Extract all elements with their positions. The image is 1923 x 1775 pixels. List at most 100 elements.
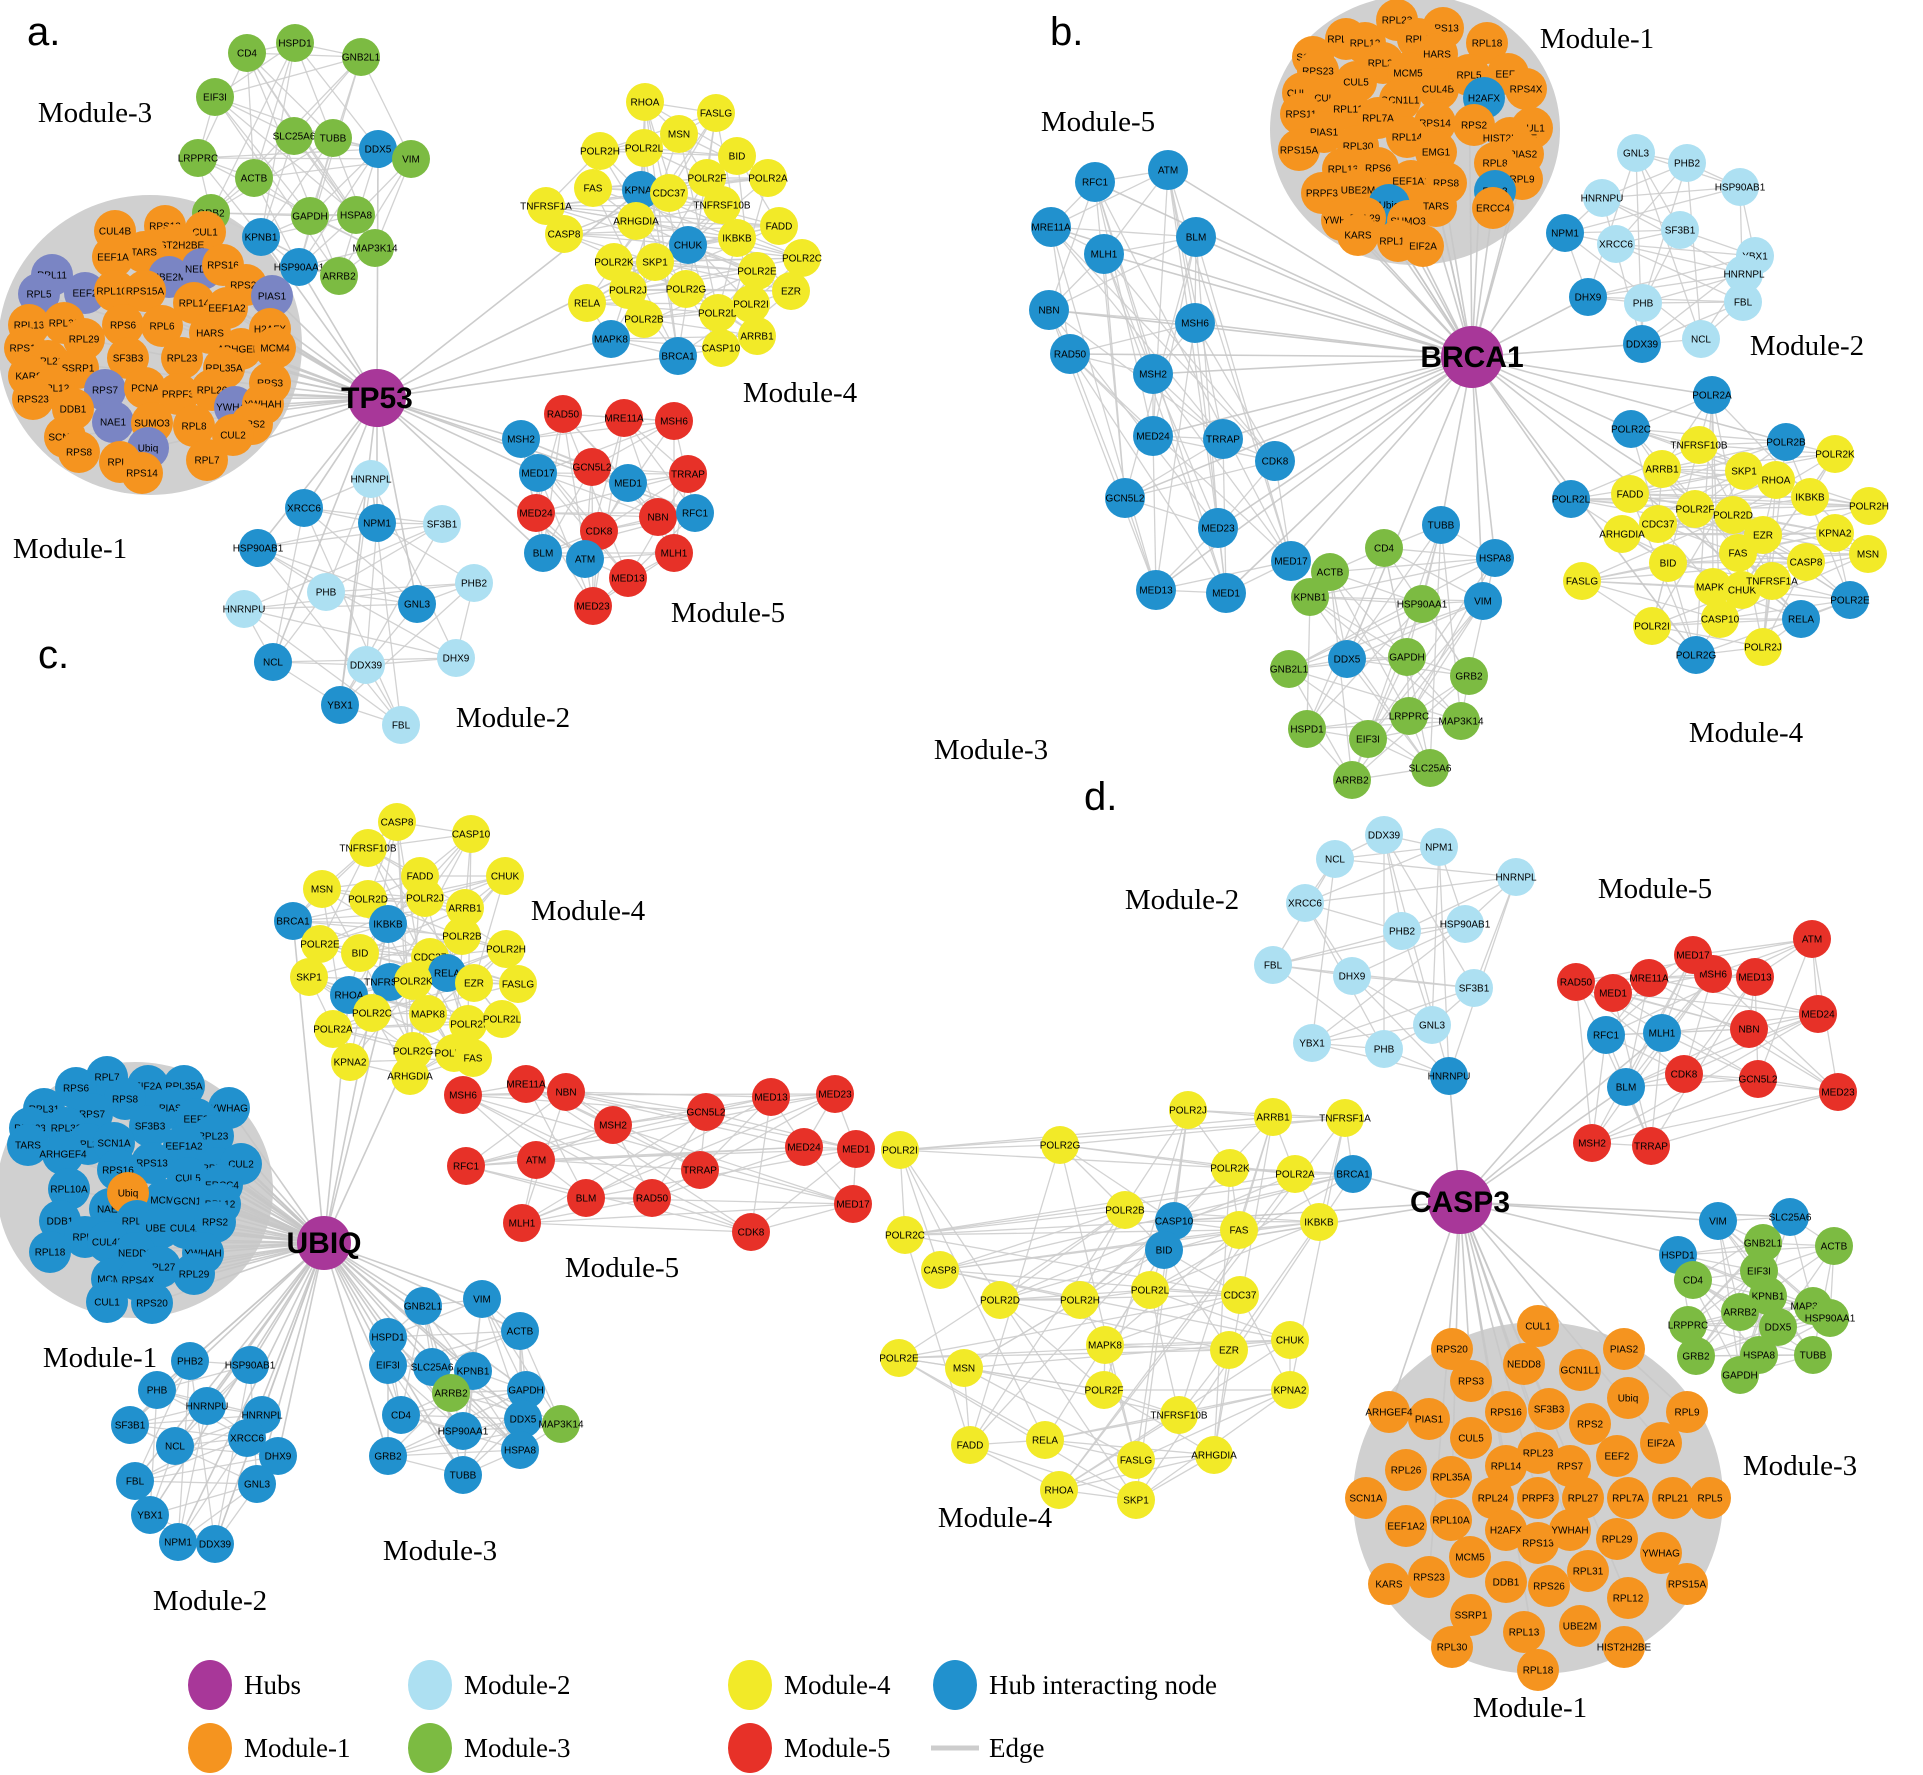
gene-node-circle-VIM[interactable] <box>1464 582 1502 620</box>
gene-node[interactable]: MLH1 <box>503 1204 541 1242</box>
gene-node[interactable]: VIM <box>463 1280 501 1318</box>
gene-node[interactable]: MCM5 <box>1449 1536 1491 1578</box>
gene-node[interactable]: MAPK8 <box>1694 568 1732 606</box>
gene-node-circle-FBL[interactable] <box>382 706 420 744</box>
gene-node[interactable]: BID <box>1649 544 1687 582</box>
gene-node-circle-POLR2F[interactable] <box>1085 1371 1123 1409</box>
gene-node-circle-RPS13[interactable] <box>1517 1522 1559 1564</box>
gene-node[interactable]: MLH1 <box>1643 1014 1681 1052</box>
gene-node[interactable]: HARS <box>189 312 231 354</box>
hub-node[interactable]: UBIQ <box>287 1216 362 1270</box>
gene-node-circle-FASLG[interactable] <box>1563 562 1601 600</box>
gene-node[interactable]: FBL <box>1724 283 1762 321</box>
gene-node-circle-GCN1L1[interactable] <box>1559 1349 1601 1391</box>
gene-node[interactable]: GRB2 <box>1677 1337 1715 1375</box>
gene-node-circle-UBE2M[interactable] <box>1559 1605 1601 1647</box>
gene-node[interactable]: SLC25A6 <box>273 117 316 155</box>
gene-node[interactable]: KPNA2 <box>1816 514 1854 552</box>
gene-node[interactable]: GNL3 <box>238 1465 276 1503</box>
gene-node-circle-NCL[interactable] <box>156 1427 194 1465</box>
gene-node[interactable]: GCN5L2 <box>687 1093 726 1131</box>
gene-node-circle-TNFRSF10B[interactable] <box>349 829 387 867</box>
gene-node-circle-FASLG[interactable] <box>499 965 537 1003</box>
gene-node-circle-HIST2H2BE[interactable] <box>1603 1626 1645 1668</box>
gene-node[interactable]: MAPK8 <box>592 320 630 358</box>
gene-node-circle-POLR2L[interactable] <box>483 1000 521 1038</box>
gene-node-circle-RAD50[interactable] <box>1557 963 1595 1001</box>
gene-node[interactable]: BRCA1 <box>274 902 312 940</box>
gene-node[interactable]: NCL <box>1316 840 1354 878</box>
gene-node-circle-CASP8[interactable] <box>921 1251 959 1289</box>
gene-node[interactable]: TNFRSF10B <box>1150 1396 1208 1434</box>
gene-node-circle-POLR2C[interactable] <box>353 994 391 1032</box>
gene-node-circle-RPS13[interactable] <box>131 1142 173 1184</box>
gene-node-circle-HNRNPL[interactable] <box>1725 255 1763 293</box>
gene-node-circle-SKP1[interactable] <box>290 958 328 996</box>
gene-node-circle-TARS[interactable] <box>7 1124 49 1166</box>
gene-node-circle-RELA[interactable] <box>1782 600 1820 638</box>
gene-node-circle-MSN[interactable] <box>303 870 341 908</box>
gene-node[interactable]: RPL12 <box>1607 1577 1649 1619</box>
gene-node-circle-TRRAP[interactable] <box>1203 419 1243 459</box>
gene-node[interactable]: PCNA <box>124 367 166 409</box>
gene-node-circle-RPS23[interactable] <box>12 378 54 420</box>
gene-node-circle-RPS3[interactable] <box>1450 1360 1492 1402</box>
gene-node[interactable]: BRCA1 <box>1334 1155 1372 1193</box>
gene-node-circle-MSN[interactable] <box>660 115 698 153</box>
gene-node[interactable]: MRE11A <box>506 1065 546 1103</box>
gene-node[interactable]: RPS20 <box>131 1282 173 1324</box>
gene-node-circle-POLR2A[interactable] <box>314 1010 352 1048</box>
gene-node-circle-HSPD1[interactable] <box>1288 710 1326 748</box>
gene-node-circle-GAPDH[interactable] <box>291 197 329 235</box>
gene-node-circle-ARHGDIA[interactable] <box>1603 515 1641 553</box>
gene-node[interactable]: HSP90AA1 <box>438 1412 489 1450</box>
gene-node-circle-CHUK[interactable] <box>669 226 707 264</box>
gene-node-circle-RPS4X[interactable] <box>1505 68 1547 110</box>
gene-node[interactable]: HSP90AA1 <box>274 248 325 286</box>
gene-node-circle-FAS[interactable] <box>574 169 612 207</box>
gene-node-circle-FADD[interactable] <box>760 207 798 245</box>
gene-node[interactable]: HNRNPU <box>1581 179 1624 217</box>
gene-node-circle-ERCC4[interactable] <box>1472 187 1514 229</box>
gene-node-circle-RPL10A[interactable] <box>48 1168 90 1210</box>
gene-node-circle-HSPA8[interactable] <box>1476 539 1514 577</box>
gene-node[interactable]: EIF2A <box>1402 225 1444 267</box>
gene-node[interactable]: POLR2G <box>1040 1126 1081 1164</box>
gene-node[interactable]: HSP90AA1 <box>1805 1299 1856 1337</box>
gene-node-circle-CASP10[interactable] <box>1701 600 1739 638</box>
gene-node-circle-CHUK[interactable] <box>486 857 524 895</box>
gene-node[interactable]: SF3B3 <box>1528 1388 1570 1430</box>
gene-node-circle-RPL35A[interactable] <box>1430 1456 1472 1498</box>
gene-node[interactable]: MED23 <box>816 1075 854 1113</box>
gene-node[interactable]: POLR2G <box>1676 636 1717 674</box>
gene-node-circle-Ubiq[interactable] <box>1607 1377 1649 1419</box>
gene-node[interactable]: DHX9 <box>437 639 475 677</box>
gene-node[interactable]: MSH2 <box>594 1106 632 1144</box>
gene-node[interactable]: TUBB <box>1422 506 1460 544</box>
gene-node[interactable]: MED17 <box>1271 541 1311 581</box>
gene-node-circle-H2AFX[interactable] <box>1485 1509 1527 1551</box>
gene-node-circle-RFC1[interactable] <box>447 1147 485 1185</box>
gene-node-circle-POLR2D[interactable] <box>699 294 737 332</box>
gene-node[interactable]: PHB <box>1365 1030 1403 1068</box>
gene-node-circle-MSH2[interactable] <box>594 1106 632 1144</box>
gene-node[interactable]: KPNA2 <box>331 1043 369 1081</box>
gene-node[interactable]: YBX1 <box>321 686 359 724</box>
gene-node-circle-MSN[interactable] <box>1849 535 1887 573</box>
gene-node-circle-POLR2F[interactable] <box>1676 490 1714 528</box>
gene-node[interactable]: FAS <box>1220 1211 1258 1249</box>
gene-node[interactable]: KPNB1 <box>1749 1277 1787 1315</box>
gene-node-circle-NAE1[interactable] <box>92 401 134 443</box>
gene-node-circle-MED23[interactable] <box>574 587 612 625</box>
gene-node[interactable]: NPM1 <box>358 504 396 542</box>
gene-node-circle-FAS[interactable] <box>1719 534 1757 572</box>
gene-node-circle-MSH2[interactable] <box>502 420 540 458</box>
gene-node-circle-RAD50[interactable] <box>633 1179 671 1217</box>
gene-node[interactable]: MED24 <box>785 1128 823 1166</box>
gene-node[interactable]: POLR2I <box>449 1005 487 1043</box>
gene-node-circle-KPNB1[interactable] <box>1749 1277 1787 1315</box>
gene-node[interactable]: RPL18 <box>29 1231 71 1273</box>
gene-node[interactable]: CHUK <box>669 226 707 264</box>
gene-node[interactable]: ARRB2 <box>1333 761 1371 799</box>
gene-node-circle-DHX9[interactable] <box>1333 957 1371 995</box>
